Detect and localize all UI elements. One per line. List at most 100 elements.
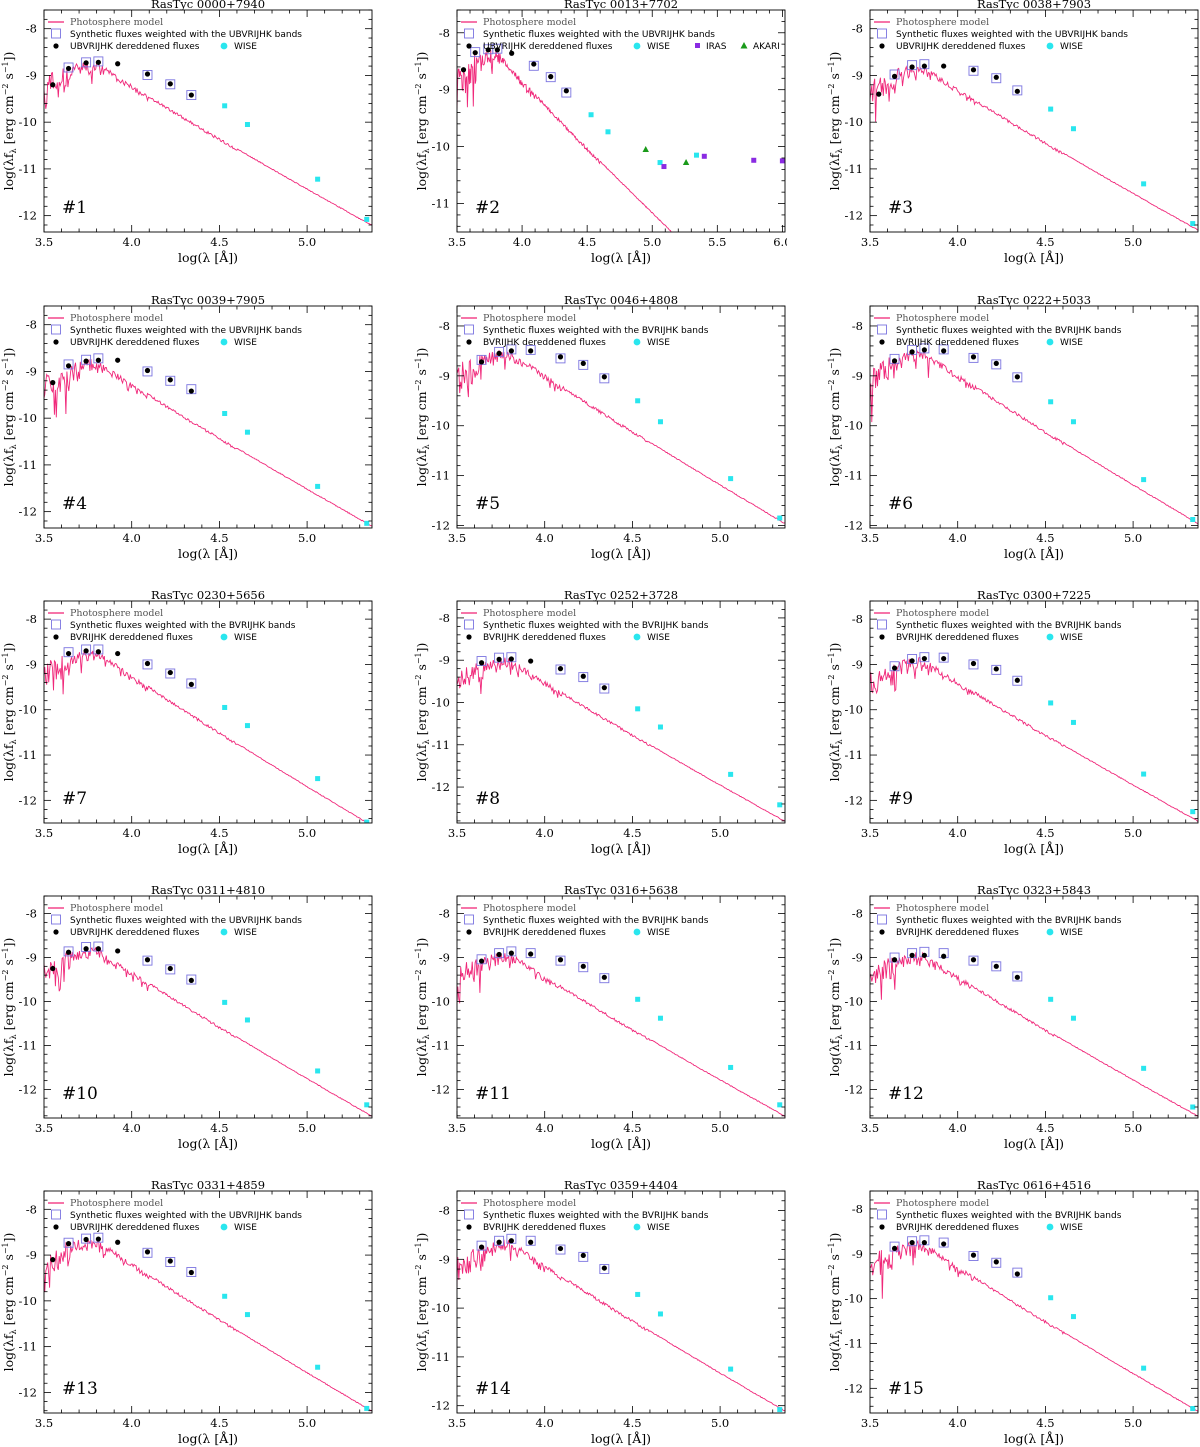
legend-wise-swatch — [220, 338, 228, 346]
wise-flux-point — [222, 704, 228, 710]
wise-flux-point — [657, 1015, 663, 1021]
ylabel-part: s — [827, 73, 842, 83]
wise-flux-point — [244, 723, 250, 729]
synthetic-flux-square — [93, 56, 104, 67]
ylabel-superscript: −1 — [1, 357, 10, 369]
y-tick-label: -9 — [439, 951, 450, 965]
ylabel-part: s — [1, 73, 16, 83]
legend-wise-swatch — [633, 928, 641, 936]
legend-synthetic-label: Synthetic fluxes weighted with the BVRIJ… — [896, 621, 1122, 631]
legend-observed-label: UBVRIJHK dereddened fluxes — [70, 928, 200, 938]
legend-synthetic-label: Synthetic fluxes weighted with the BVRIJ… — [896, 916, 1122, 926]
photosphere-model-line — [457, 350, 785, 524]
observed-flux-point — [601, 974, 607, 980]
y-tick-label: -12 — [431, 1082, 450, 1096]
synthetic-flux-square — [545, 72, 556, 83]
x-tick-label: 5.0 — [1124, 1416, 1142, 1430]
observed-flux-point — [941, 655, 947, 662]
ylabel-part: [erg cm — [1, 686, 16, 739]
ylabel-superscript: −2 — [414, 1265, 423, 1277]
akari-flux-point — [642, 145, 649, 152]
y-tick-label: -10 — [844, 703, 863, 717]
panel-number-label: #6 — [888, 494, 913, 514]
synthetic-flux-square — [1012, 971, 1023, 982]
ylabel-part: log(λf — [414, 448, 429, 486]
x-tick-label: 3.5 — [448, 235, 466, 249]
observed-flux-point — [1014, 88, 1020, 94]
legend-wise-swatch — [1046, 338, 1054, 346]
legend-wise-swatch — [220, 928, 228, 936]
y-tick-label: -8 — [439, 319, 450, 333]
x-tick-label: 4.0 — [949, 531, 967, 545]
ylabel-part: log(λf — [827, 1038, 842, 1076]
x-tick-label: 5.0 — [643, 235, 661, 249]
synthetic-flux-square — [968, 352, 979, 363]
observed-flux-point — [95, 1236, 101, 1242]
synthetic-flux-square — [81, 57, 92, 68]
synthetic-flux-square — [492, 43, 503, 54]
wise-flux-point — [635, 398, 641, 404]
observed-flux-point — [83, 358, 89, 364]
synthetic-flux-square — [494, 948, 505, 959]
y-tick-label: -12 — [18, 505, 37, 519]
synthetic-flux-square — [599, 1264, 610, 1275]
ylabel-superscript: −2 — [1, 970, 10, 982]
y-tick-label: -8 — [26, 1202, 37, 1216]
x-tick-label: 4.5 — [623, 531, 641, 545]
observed-flux-point — [188, 388, 194, 394]
plot-area — [457, 652, 785, 822]
observed-flux-point — [144, 71, 151, 77]
observed-flux-point — [65, 650, 72, 657]
y-tick-label: -11 — [844, 162, 863, 176]
y-tick-label: -10 — [844, 995, 863, 1009]
ylabel-subscript: λ — [835, 148, 844, 153]
observed-flux-point — [65, 363, 72, 369]
panel-title: RasTyc 0616+4516 — [977, 1181, 1091, 1192]
y-tick-label: -9 — [26, 364, 37, 378]
ylabel-part: s — [827, 664, 842, 674]
y-tick-label: -10 — [431, 140, 450, 154]
y-tick-label: -12 — [18, 793, 37, 807]
observed-flux-point — [508, 656, 514, 662]
y-tick-label: -10 — [431, 419, 450, 433]
observed-flux-point — [891, 1245, 898, 1252]
y-tick-label: -11 — [431, 1038, 450, 1052]
legend-wise-swatch — [1046, 633, 1054, 641]
ylabel-part: ]) — [414, 643, 429, 653]
legend-synthetic-swatch — [464, 28, 474, 39]
legend-wise-swatch — [220, 633, 228, 641]
x-tick-label: 5.0 — [1124, 235, 1142, 249]
y-axis-label: log(λfλ [erg cm−2 s−1]) — [1, 1233, 18, 1372]
synthetic-flux-square — [1012, 675, 1023, 686]
ylabel-subscript: λ — [422, 1329, 431, 1334]
ylabel-part: ]) — [1, 348, 16, 358]
ylabel-part: log(λf — [1, 743, 16, 781]
panel-title: RasTyc 0316+5638 — [564, 886, 678, 897]
observed-flux-point — [188, 92, 194, 98]
panel-number-label: #11 — [475, 1084, 511, 1104]
observed-flux-point — [548, 74, 554, 80]
x-tick-label: 3.5 — [861, 531, 879, 545]
plot-area — [44, 941, 372, 1117]
y-tick-label: -9 — [852, 657, 863, 671]
legend-model-label: Photosphere model — [70, 1198, 163, 1209]
x-axis: 3.5 4.0 4.5 5.0 log(λ [Å]) — [35, 1191, 361, 1446]
y-axis-label: log(λfλ [erg cm−2 s−1]) — [414, 52, 431, 191]
sed-panel-10: RasTyc 0311+4810 3.5 4.0 4.5 5.0 log(λ [Å]) -8… — [1, 886, 373, 1151]
observed-flux-point — [496, 1239, 502, 1245]
sed-panel-7: RasTyc 0230+5656 3.5 4.0 4.5 5.0 log(λ [Å]) -8… — [1, 591, 373, 856]
synthetic-flux-square — [186, 1267, 197, 1277]
legend-akari-swatch — [740, 42, 748, 49]
ylabel-part: log(λf — [1, 1038, 16, 1076]
observed-flux-point — [144, 660, 151, 667]
observed-flux-point — [65, 1241, 72, 1247]
y-tick-label: -9 — [439, 653, 450, 667]
observed-flux-point — [970, 957, 977, 963]
